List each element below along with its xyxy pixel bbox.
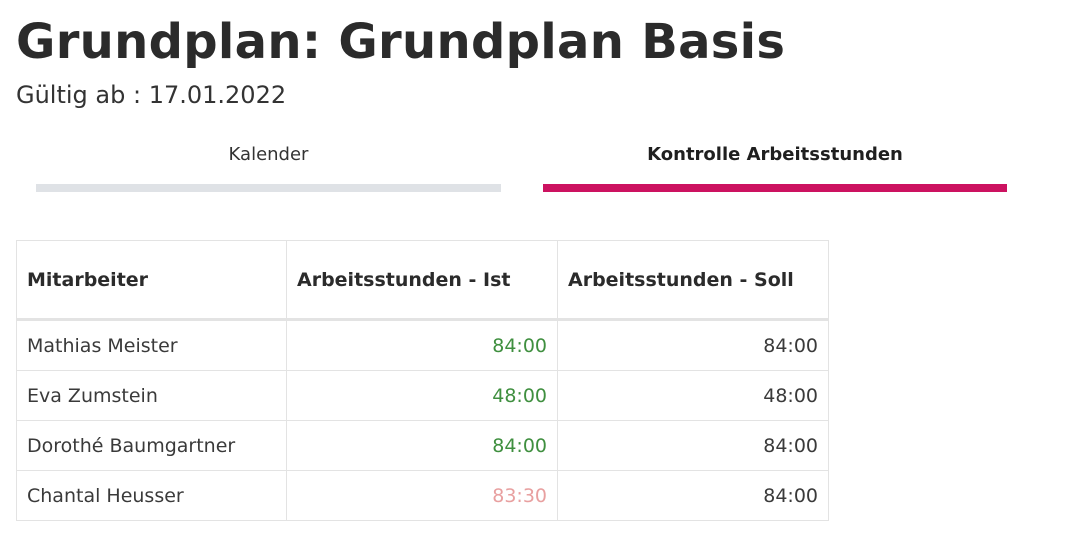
tab-kontrolle-label: Kontrolle Arbeitsstunden [647, 144, 903, 165]
hours-soll: 84:00 [557, 470, 829, 521]
hours-ist: 48:00 [286, 370, 558, 421]
employee-name: Mathias Meister [16, 319, 287, 371]
table-row: Mathias Meister 84:00 84:00 [16, 319, 829, 371]
hours-ist: 84:00 [286, 420, 558, 471]
table-row: Chantal Heusser 83:30 84:00 [16, 470, 829, 521]
page-title: Grundplan: Grundplan Basis [16, 14, 786, 70]
tab-kalender-indicator [36, 184, 501, 192]
valid-from-date: Gültig ab : 17.01.2022 [16, 81, 287, 109]
hours-ist: 84:00 [286, 319, 558, 371]
tab-kontrolle-indicator [543, 184, 1007, 192]
employee-name: Eva Zumstein [16, 370, 287, 421]
tab-kontrolle-arbeitsstunden[interactable]: Kontrolle Arbeitsstunden [543, 140, 1007, 192]
employee-name: Chantal Heusser [16, 470, 287, 521]
hours-soll: 84:00 [557, 319, 829, 371]
table-header-row: Mitarbeiter Arbeitsstunden - Ist Arbeits… [16, 240, 829, 321]
table-row: Dorothé Baumgartner 84:00 84:00 [16, 420, 829, 471]
employee-name: Dorothé Baumgartner [16, 420, 287, 471]
column-header-mitarbeiter: Mitarbeiter [16, 240, 287, 321]
hours-soll: 48:00 [557, 370, 829, 421]
tab-kalender-label: Kalender [228, 144, 309, 165]
column-header-ist: Arbeitsstunden - Ist [286, 240, 558, 321]
working-hours-table: Mitarbeiter Arbeitsstunden - Ist Arbeits… [16, 240, 829, 521]
column-header-soll: Arbeitsstunden - Soll [557, 240, 829, 321]
table-row: Eva Zumstein 48:00 48:00 [16, 370, 829, 421]
tab-kalender[interactable]: Kalender [36, 140, 501, 192]
hours-soll: 84:00 [557, 420, 829, 471]
hours-ist: 83:30 [286, 470, 558, 521]
